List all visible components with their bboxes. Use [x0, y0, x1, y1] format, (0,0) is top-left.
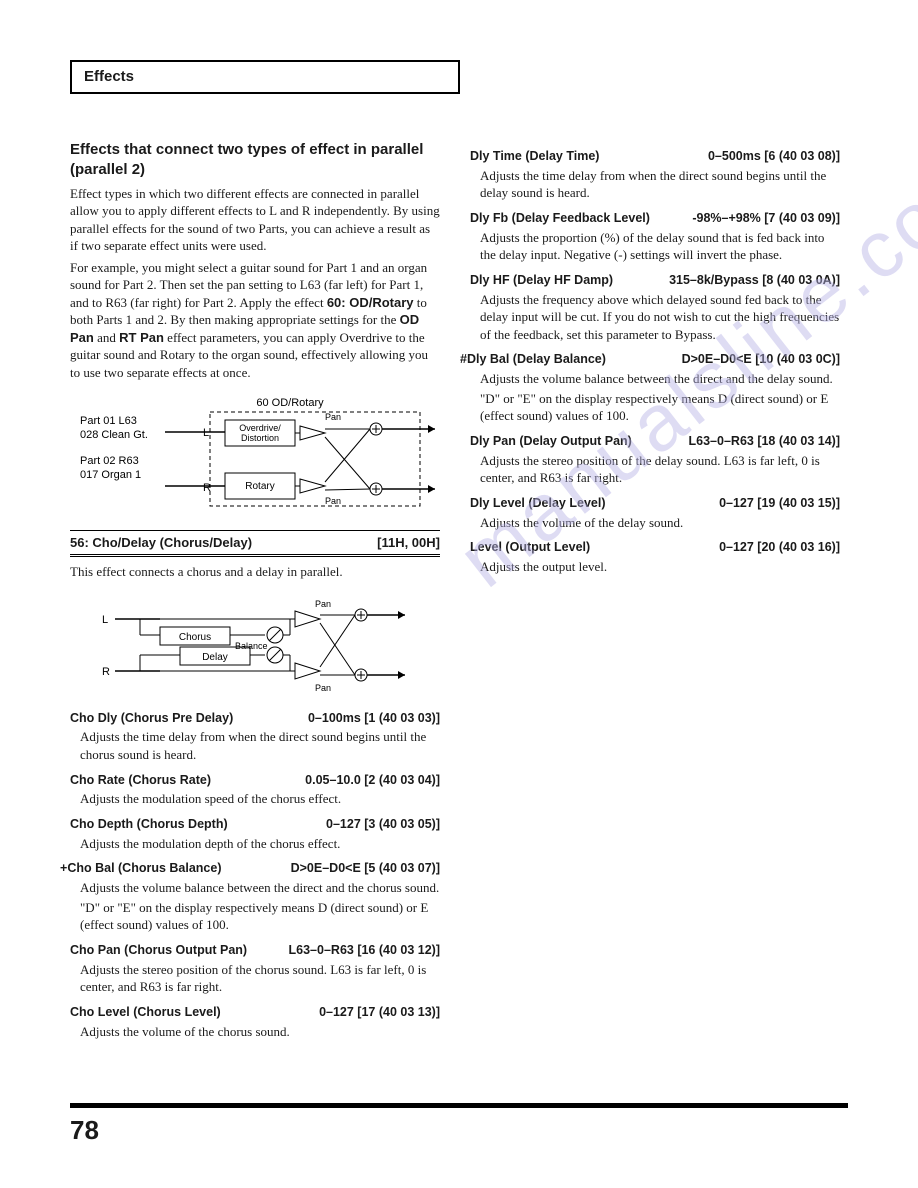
svg-text:R: R [203, 482, 211, 494]
param-desc: Adjusts the frequency above which delaye… [480, 291, 840, 344]
left-column: Effects that connect two types of effect… [70, 140, 440, 1040]
header-title: Effects [84, 68, 134, 85]
footer-rule [70, 1103, 848, 1108]
header-box: Effects [70, 60, 460, 94]
svg-text:L: L [203, 427, 209, 439]
param-value: D>0E–D0<E [10 (40 03 0C)] [682, 351, 840, 368]
param-row: Dly HF (Delay HF Damp) 315–8k/Bypass [8 (… [470, 272, 840, 289]
para2-bold1: 60: OD/Rotary [327, 295, 414, 310]
after-divider: This effect connects a chorus and a dela… [70, 563, 440, 581]
param-row: Cho Rate (Chorus Rate) 0.05–10.0 [2 (40 0… [70, 772, 440, 789]
param-row: Cho Dly (Chorus Pre Delay) 0–100ms [1 (40… [70, 710, 440, 727]
param-row: Cho Pan (Chorus Output Pan) L63–0–R63 [16… [70, 942, 440, 959]
param-name: Cho Level (Chorus Level) [70, 1004, 221, 1021]
param-desc-extra: "D" or "E" on the display respectively m… [480, 390, 840, 425]
param-row: Cho Level (Chorus Level) 0–127 [17 (40 03… [70, 1004, 440, 1021]
param-row: Dly Level (Delay Level) 0–127 [19 (40 03 … [470, 495, 840, 512]
param-row: Dly Time (Delay Time) 0–500ms [6 (40 03 0… [470, 148, 840, 165]
param-name: Dly Fb (Delay Feedback Level) [470, 210, 650, 227]
svg-text:Rotary: Rotary [245, 481, 274, 492]
param-name: Dly HF (Delay HF Damp) [470, 272, 613, 289]
svg-text:Part 02 R63: Part 02 R63 [80, 455, 139, 467]
page-number: 78 [70, 1115, 99, 1146]
param-desc: Adjusts the output level. [480, 558, 840, 576]
param-value: 0–500ms [6 (40 03 08)] [708, 148, 840, 165]
divider-right: [11H, 00H] [377, 534, 440, 552]
param-desc: Adjusts the modulation depth of the chor… [80, 835, 440, 853]
para2-c: and [94, 330, 119, 345]
para2-bold3: RT Pan [119, 330, 164, 345]
svg-text:017 Organ 1: 017 Organ 1 [80, 469, 141, 481]
param-row: Level (Output Level) 0–127 [20 (40 03 16)… [470, 539, 840, 556]
param-desc: Adjusts the stereo position of the choru… [80, 961, 440, 996]
param-value: 0–127 [20 (40 03 16)] [719, 539, 840, 556]
param-value: -98%–+98% [7 (40 03 09)] [692, 210, 840, 227]
param-row: #Dly Bal (Delay Balance) D>0E–D0<E [10 (4… [470, 351, 840, 368]
param-desc: Adjusts the volume balance between the d… [80, 879, 440, 897]
param-value: 0–100ms [1 (40 03 03)] [308, 710, 440, 727]
param-name: Dly Time (Delay Time) [470, 148, 599, 165]
param-name: Dly Pan (Delay Output Pan) [470, 433, 632, 450]
param-desc: Adjusts the volume of the delay sound. [480, 514, 840, 532]
param-value: 0–127 [17 (40 03 13)] [319, 1004, 440, 1021]
param-name: +Cho Bal (Chorus Balance) [70, 860, 222, 877]
param-desc: Adjusts the volume balance between the d… [480, 370, 840, 388]
svg-text:Pan: Pan [315, 599, 331, 609]
param-value: D>0E–D0<E [5 (40 03 07)] [291, 860, 440, 877]
svg-text:Pan: Pan [325, 496, 341, 506]
effect-divider: 56: Cho/Delay (Chorus/Delay) [11H, 00H] [70, 530, 440, 558]
param-value: L63–0–R63 [16 (40 03 12)] [289, 942, 440, 959]
param-value: 0–127 [3 (40 03 05)] [326, 816, 440, 833]
param-desc: Adjusts the modulation speed of the chor… [80, 790, 440, 808]
param-desc: Adjusts the volume of the chorus sound. [80, 1023, 440, 1041]
diagram-cho-delay: L R Chorus Delay [70, 595, 440, 700]
param-row: Cho Depth (Chorus Depth) 0–127 [3 (40 03 … [70, 816, 440, 833]
param-desc: Adjusts the time delay from when the dir… [80, 728, 440, 763]
svg-text:Pan: Pan [315, 683, 331, 693]
svg-text:Balance: Balance [235, 641, 268, 651]
svg-text:Delay: Delay [202, 652, 228, 663]
param-name: Cho Rate (Chorus Rate) [70, 772, 211, 789]
param-name: Level (Output Level) [470, 539, 590, 556]
param-row: +Cho Bal (Chorus Balance) D>0E–D0<E [5 (4… [70, 860, 440, 877]
param-row: Dly Pan (Delay Output Pan) L63–0–R63 [18 … [470, 433, 840, 450]
param-name: Cho Dly (Chorus Pre Delay) [70, 710, 233, 727]
para1: Effect types in which two different effe… [70, 185, 440, 255]
columns: Effects that connect two types of effect… [70, 140, 848, 1040]
svg-text:Distortion: Distortion [241, 433, 279, 443]
para2: For example, you might select a guitar s… [70, 259, 440, 382]
page-content: Effects Effects that connect two types o… [0, 0, 918, 1090]
param-value: 0.05–10.0 [2 (40 03 04)] [305, 772, 440, 789]
svg-text:Part 01 L63: Part 01 L63 [80, 415, 137, 427]
param-name: Cho Depth (Chorus Depth) [70, 816, 228, 833]
right-params: Dly Time (Delay Time) 0–500ms [6 (40 03 0… [470, 148, 840, 576]
param-desc: Adjusts the stereo position of the delay… [480, 452, 840, 487]
svg-text:Pan: Pan [325, 412, 341, 422]
right-column: Dly Time (Delay Time) 0–500ms [6 (40 03 0… [470, 140, 840, 1040]
param-desc-extra: "D" or "E" on the display respectively m… [80, 899, 440, 934]
param-value: L63–0–R63 [18 (40 03 14)] [689, 433, 840, 450]
svg-text:Chorus: Chorus [179, 632, 211, 643]
diagram-od-rotary: 60 OD/Rotary Part 01 L63 028 Clean Gt. P… [70, 396, 440, 516]
svg-text:R: R [102, 666, 110, 678]
param-row: Dly Fb (Delay Feedback Level) -98%–+98% [… [470, 210, 840, 227]
param-name: Cho Pan (Chorus Output Pan) [70, 942, 247, 959]
param-desc: Adjusts the proportion (%) of the delay … [480, 229, 840, 264]
param-value: 0–127 [19 (40 03 15)] [719, 495, 840, 512]
svg-text:028 Clean Gt.: 028 Clean Gt. [80, 429, 148, 441]
param-desc: Adjusts the time delay from when the dir… [480, 167, 840, 202]
param-name: Dly Level (Delay Level) [470, 495, 605, 512]
svg-text:L: L [102, 614, 108, 626]
section-title: Effects that connect two types of effect… [70, 140, 440, 181]
svg-text:60 OD/Rotary: 60 OD/Rotary [256, 397, 324, 409]
svg-text:Overdrive/: Overdrive/ [239, 423, 281, 433]
param-name: #Dly Bal (Delay Balance) [470, 351, 606, 368]
param-value: 315–8k/Bypass [8 (40 03 0A)] [669, 272, 840, 289]
divider-left: 56: Cho/Delay (Chorus/Delay) [70, 534, 252, 552]
left-params: Cho Dly (Chorus Pre Delay) 0–100ms [1 (40… [70, 710, 440, 1041]
